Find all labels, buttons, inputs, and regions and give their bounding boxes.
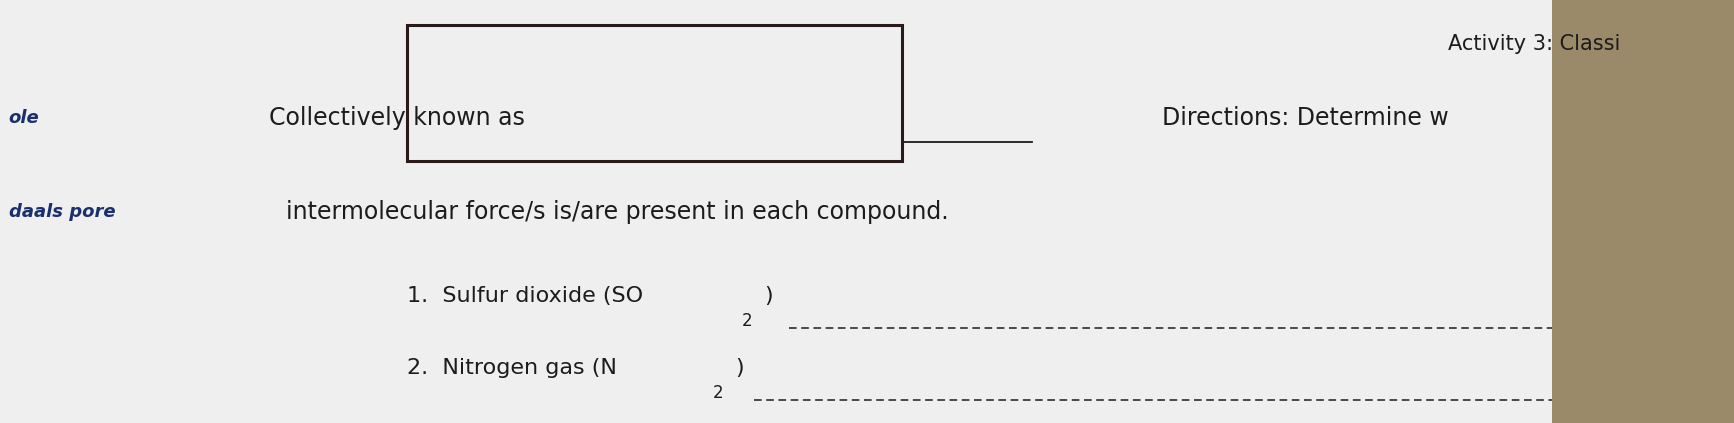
Text: Directions: Determine w: Directions: Determine w bbox=[1162, 107, 1448, 130]
Text: Activity 3: Classi: Activity 3: Classi bbox=[1448, 34, 1620, 54]
Bar bbox=[0, 0, 1552, 423]
Text: Collectively known as: Collectively known as bbox=[269, 107, 525, 130]
Text: ): ) bbox=[765, 286, 773, 306]
Text: ): ) bbox=[735, 358, 744, 378]
Bar bbox=[1552, 0, 1734, 423]
Text: 1.  Sulfur dioxide (SO: 1. Sulfur dioxide (SO bbox=[407, 286, 643, 306]
Text: 2: 2 bbox=[742, 313, 753, 330]
Text: intermolecular force/s is/are present in each compound.: intermolecular force/s is/are present in… bbox=[286, 200, 948, 223]
Text: ole: ole bbox=[9, 110, 40, 127]
Text: 2.  Nitrogen gas (N: 2. Nitrogen gas (N bbox=[407, 358, 617, 378]
FancyBboxPatch shape bbox=[407, 25, 902, 161]
Text: 2: 2 bbox=[713, 385, 723, 402]
Text: daals pore: daals pore bbox=[9, 203, 114, 220]
